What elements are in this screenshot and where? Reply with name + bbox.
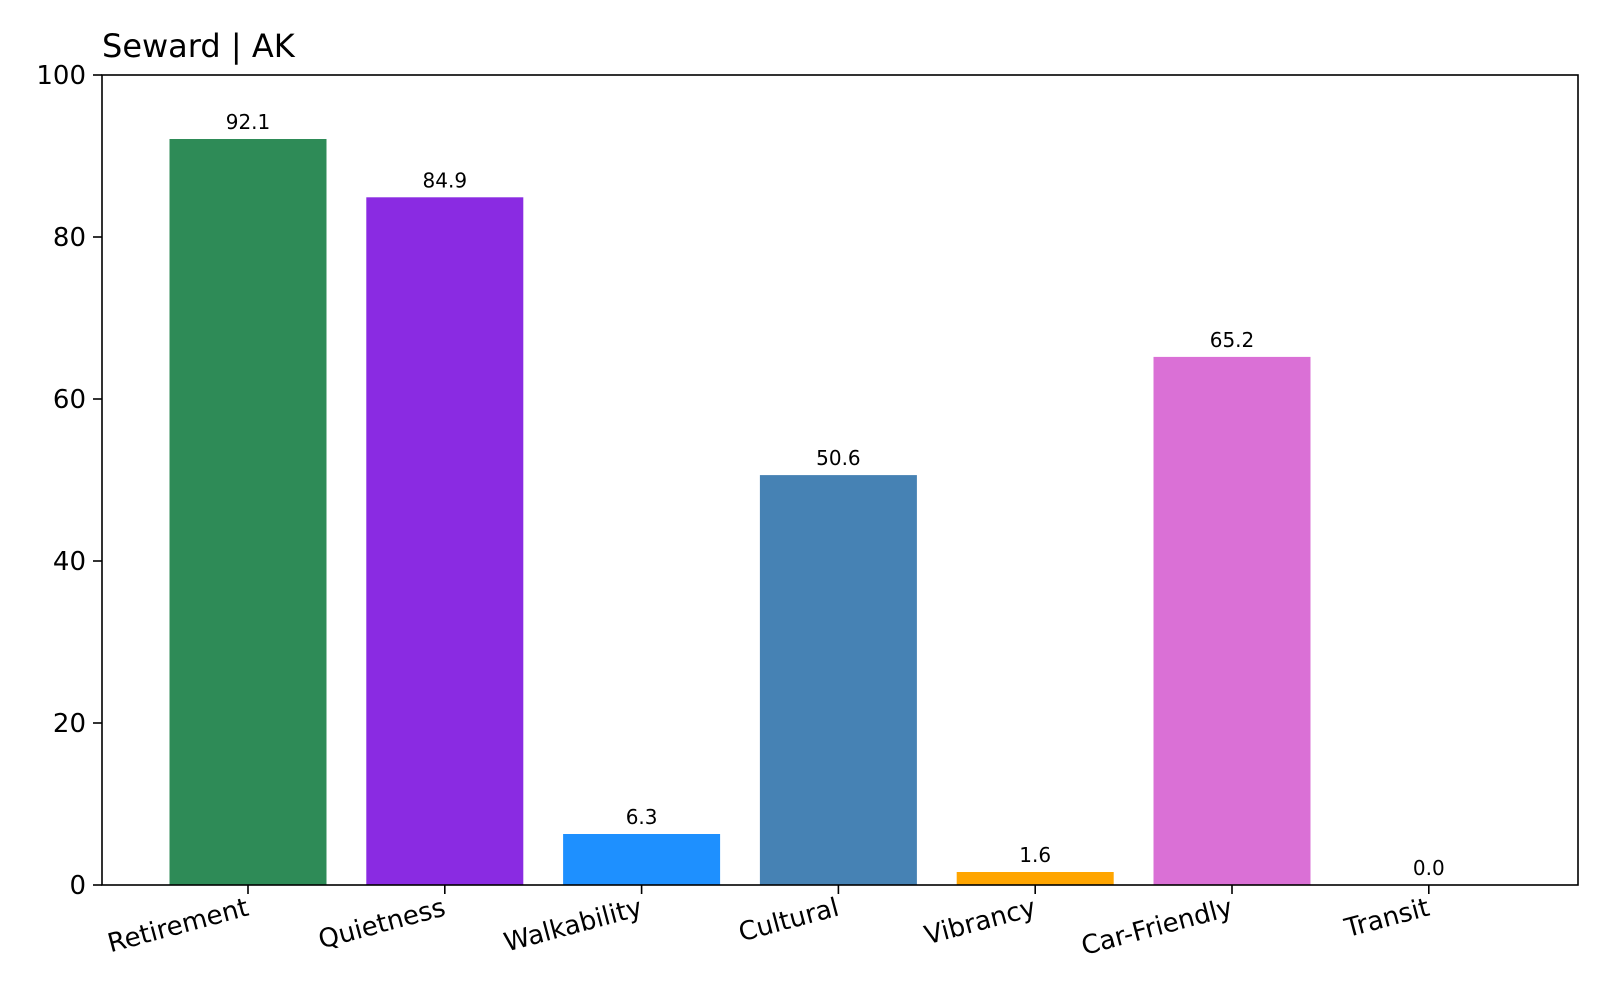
- y-tick-label: 100: [36, 61, 86, 91]
- bar-walkability: [563, 834, 721, 885]
- data-label: 65.2: [1210, 328, 1255, 352]
- x-tick-label: Cultural: [736, 893, 843, 948]
- y-tick-label: 0: [69, 871, 86, 901]
- y-tick-label: 40: [53, 547, 86, 577]
- chart-title: Seward | AK: [102, 27, 296, 65]
- x-tick-label: Walkability: [501, 893, 645, 959]
- y-tick-label: 80: [53, 223, 86, 253]
- bar-retirement: [169, 139, 327, 885]
- bar-cultural: [759, 475, 917, 885]
- x-tick-label: Vibrancy: [921, 893, 1039, 951]
- x-tick-label: Quietness: [315, 893, 448, 956]
- data-label: 50.6: [816, 446, 861, 470]
- bar-quietness: [366, 197, 524, 886]
- y-tick-label: 60: [53, 385, 86, 415]
- plot-frame: [101, 74, 1579, 886]
- bars-layer: [169, 139, 1311, 886]
- x-tick-label: Car-Friendly: [1078, 893, 1236, 962]
- data-label: 0.0: [1413, 856, 1445, 880]
- data-label: 92.1: [226, 110, 271, 134]
- data-labels-layer: 92.1 84.9 6.3 50.6 1.6 65.2 0.0: [226, 110, 1445, 880]
- y-axis: 0 20 40 60 80 100: [36, 61, 102, 901]
- bar-vibrancy: [956, 872, 1114, 885]
- x-axis: Retirement Quietness Walkability Cultural Vi…: [105, 885, 1433, 962]
- x-tick-label: Retirement: [105, 893, 252, 959]
- bar-car-friendly: [1153, 356, 1311, 885]
- x-tick-label: Transit: [1341, 893, 1433, 945]
- data-label: 1.6: [1019, 843, 1051, 867]
- y-tick-label: 20: [53, 709, 86, 739]
- data-label: 84.9: [423, 168, 468, 192]
- data-label: 6.3: [626, 805, 658, 829]
